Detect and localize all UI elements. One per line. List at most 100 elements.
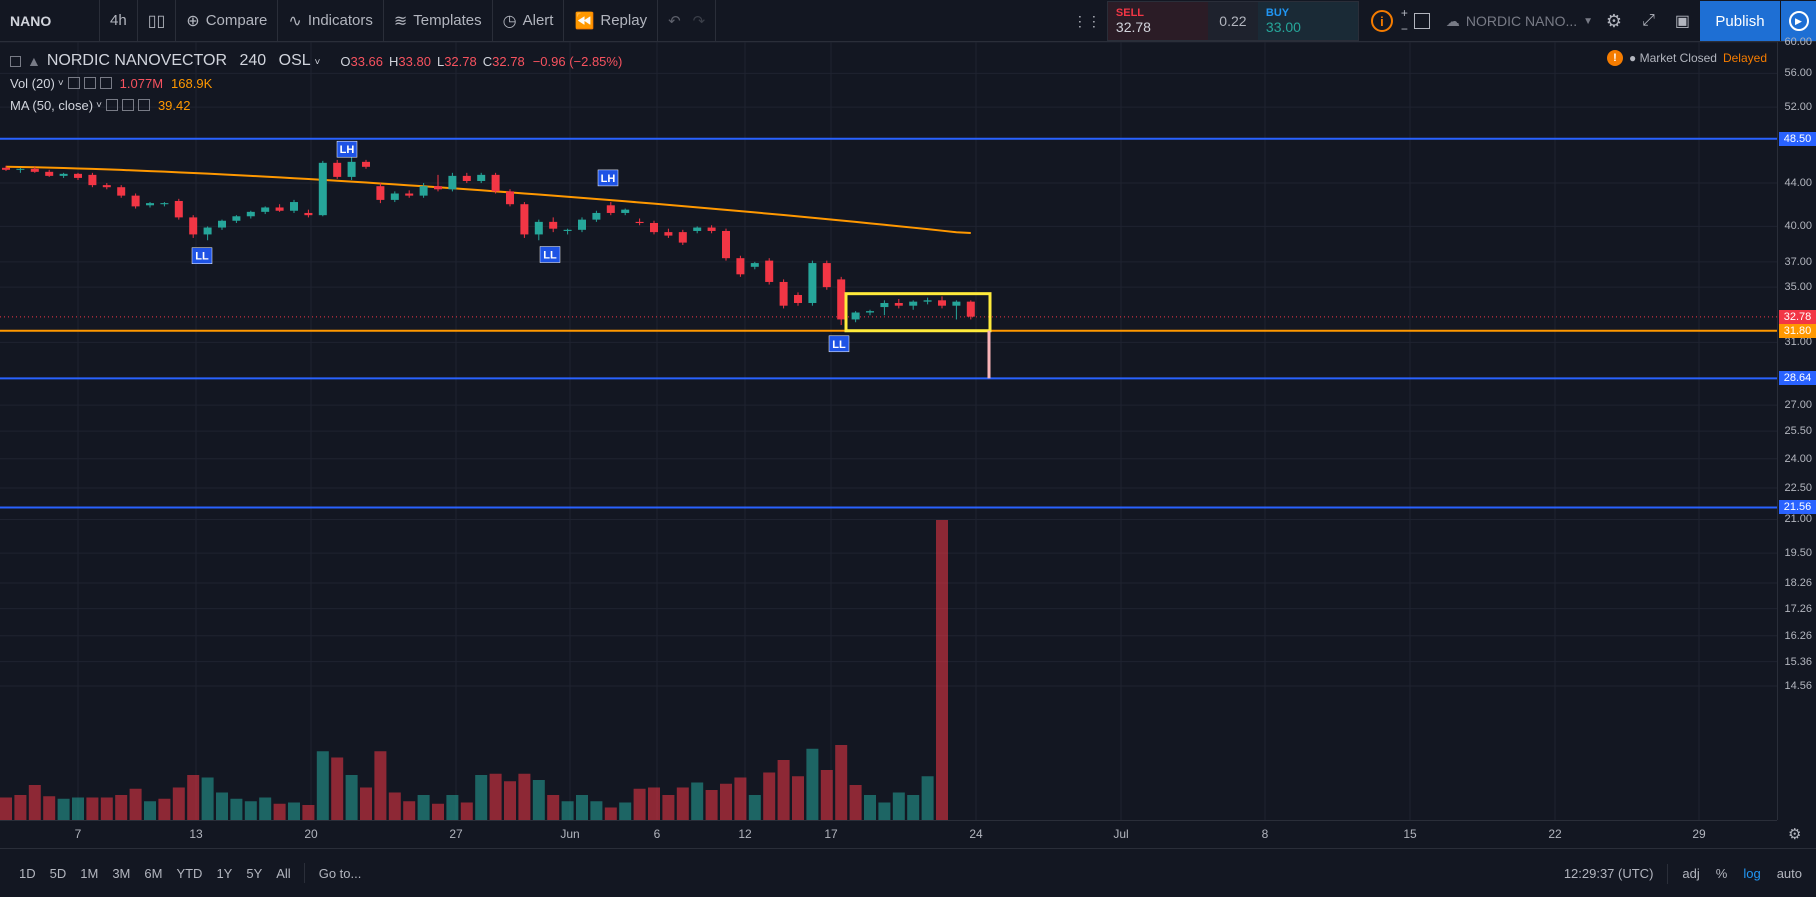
alarm-clock-icon: ◷	[502, 12, 517, 30]
close-icon[interactable]	[137, 99, 150, 111]
gear-icon[interactable]	[83, 77, 96, 89]
volume-bar	[288, 802, 300, 820]
range-button[interactable]: 5D	[49, 865, 67, 881]
volume-bar	[777, 760, 790, 820]
candle-body	[837, 279, 846, 320]
symbol-search[interactable]: NANO	[0, 0, 100, 42]
range-button[interactable]: All	[276, 865, 291, 881]
chart-type-button[interactable]: ▯▯	[138, 0, 177, 42]
volume-bar	[360, 787, 372, 820]
buy-button[interactable]: BUY 33.00	[1257, 2, 1358, 40]
volume-bar	[100, 797, 113, 820]
volume-bar	[561, 801, 574, 820]
camera-icon[interactable]: ▣	[1674, 13, 1690, 30]
interval-button[interactable]: 4h	[100, 0, 138, 42]
open-value: 33.66	[350, 53, 384, 69]
zoom-out-icon[interactable]: −	[1400, 22, 1408, 36]
chart-pane[interactable]: LH LL LL LH LL ▲ NORDIC NANOVECTOR 240 OSL ˅…	[0, 42, 1777, 820]
zoom-in-icon[interactable]: +	[1400, 6, 1408, 20]
range-button[interactable]: 3M	[112, 865, 131, 881]
market-status: ! ● Market Closed Delayed	[1607, 50, 1767, 66]
range-button[interactable]: 1M	[80, 865, 99, 881]
range-button[interactable]: 1Y	[216, 865, 233, 881]
templates-label: Templates	[413, 12, 482, 29]
rewind-icon: ⏪	[574, 12, 595, 30]
volume-bar	[259, 797, 272, 820]
eye-icon[interactable]	[67, 77, 80, 89]
ma-label[interactable]: MA (50, close)	[10, 97, 94, 113]
chevron-down-icon[interactable]: ˅	[96, 99, 102, 111]
price-tick-label: 25.50	[1784, 425, 1812, 438]
candle-body	[30, 168, 39, 172]
candle-body	[333, 162, 342, 177]
range-buttons: 1D 5D 1M 3M 6M YTD 1Y 5Y All	[0, 866, 298, 881]
volume-bar	[921, 776, 934, 820]
candle-body	[405, 193, 414, 196]
bottom-toolbar: 1D 5D 1M 3M 6M YTD 1Y 5Y All Go to... 12:29:37 (…	[0, 848, 1816, 897]
sell-price: 32.78	[1115, 19, 1151, 35]
close-icon[interactable]	[99, 77, 112, 89]
undo-icon[interactable]: ↶	[668, 12, 681, 30]
chevron-down-icon[interactable]: ˅	[57, 77, 64, 89]
candle-body	[318, 162, 327, 216]
time-axis[interactable]: ⚙ 7 13 20 27 Jun 6 12 17 24 Jul 8 15 22 29	[0, 820, 1801, 848]
info-icon[interactable]: i	[1370, 10, 1393, 32]
flag-icon: ▲	[27, 53, 41, 69]
eye-icon[interactable]	[105, 99, 118, 111]
templates-button[interactable]: ≋ Templates	[384, 0, 493, 42]
volume-bar	[892, 792, 905, 820]
candle-body	[203, 227, 212, 235]
axis-settings-icon[interactable]: ⚙	[1788, 826, 1802, 843]
volume-bar	[748, 795, 761, 820]
volume-label[interactable]: Vol (20)	[10, 75, 55, 91]
volume-bar	[604, 807, 617, 820]
price-axis[interactable]: 60.00 56.00 52.00 44.00 40.00 37.00 35.00 31.00…	[1777, 36, 1816, 820]
publish-button[interactable]: Publish	[1700, 1, 1780, 41]
replay-button[interactable]: ⏪ Replay	[564, 0, 659, 42]
drag-handle-icon[interactable]: ⋮⋮	[1072, 12, 1101, 29]
percent-toggle[interactable]: %	[1715, 866, 1728, 881]
high-value: 33.80	[398, 53, 431, 69]
volume-bar	[201, 777, 214, 820]
expand-icon[interactable]: ⤢	[1642, 12, 1655, 29]
candle-body	[606, 205, 615, 213]
gear-icon[interactable]	[121, 99, 134, 111]
compare-button[interactable]: ⊕ Compare	[176, 0, 279, 42]
gear-icon[interactable]: ⚙	[1605, 10, 1623, 31]
indicators-button[interactable]: ∿ Indicators	[278, 0, 384, 42]
candle-body	[160, 203, 169, 205]
time-tick-label: 22	[1548, 827, 1562, 841]
volume-bar	[316, 751, 329, 820]
play-button[interactable]: ▶	[1780, 1, 1816, 41]
adj-toggle[interactable]: adj	[1682, 866, 1700, 881]
auto-toggle[interactable]: auto	[1776, 866, 1802, 881]
price-tick-label: 18.26	[1784, 577, 1812, 590]
sell-button[interactable]: SELL 32.78	[1107, 2, 1208, 40]
volume-bar	[446, 795, 459, 820]
log-toggle[interactable]: log	[1743, 866, 1761, 881]
price-tick-label: 24.00	[1784, 452, 1812, 465]
fullscreen-square-icon[interactable]	[1413, 13, 1430, 29]
time-tick-label: Jun	[560, 827, 580, 841]
chevron-down-icon[interactable]: ˅	[314, 57, 321, 68]
candle-body	[74, 173, 82, 178]
volume-bar	[590, 801, 603, 820]
pivot-label: LL	[832, 339, 846, 351]
volume-bar	[374, 751, 387, 820]
goto-button[interactable]: Go to...	[318, 865, 362, 881]
layout-selector[interactable]: ☁ NORDIC NANO... ▼	[1446, 13, 1596, 30]
range-button[interactable]: 1D	[19, 865, 36, 881]
range-button[interactable]: 6M	[144, 865, 163, 881]
warning-icon[interactable]: !	[1607, 50, 1624, 66]
volume-bar	[432, 803, 444, 820]
zoom-controls: + −	[1401, 5, 1408, 37]
clock[interactable]: 12:29:37 (UTC)	[1563, 866, 1654, 881]
volume-bar	[864, 795, 876, 820]
price-tick-label: 17.26	[1784, 602, 1812, 615]
range-button[interactable]: 5Y	[246, 865, 263, 881]
collapse-icon[interactable]	[10, 55, 21, 67]
alert-button[interactable]: ◷ Alert	[493, 0, 565, 42]
redo-icon[interactable]: ↷	[692, 12, 706, 30]
range-button[interactable]: YTD	[176, 865, 203, 881]
